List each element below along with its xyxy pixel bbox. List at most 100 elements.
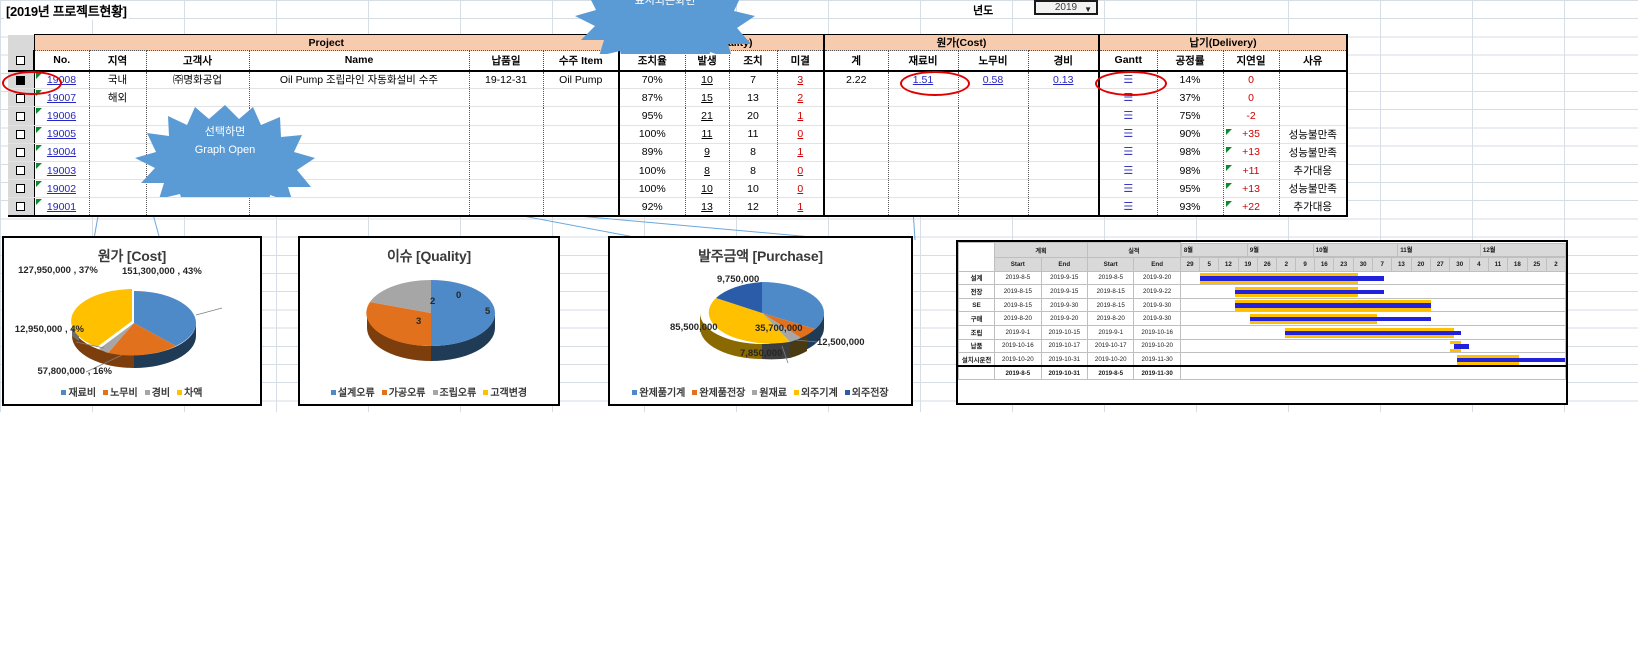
cell-material-cost[interactable] (887, 125, 959, 144)
cell-labor-cost[interactable] (957, 143, 1029, 162)
gantt-icon[interactable]: ☰ (1123, 200, 1134, 213)
cell-expense[interactable] (1027, 179, 1100, 199)
cell-open-issues[interactable]: 2 (776, 88, 825, 108)
col-header-region[interactable]: 지역 (88, 50, 147, 72)
col-header-reason[interactable]: 사유 (1278, 50, 1348, 72)
col-header-due-date[interactable]: 납품일 (468, 50, 544, 72)
select-all-checkbox-cell[interactable] (8, 50, 35, 72)
cell-labor-cost[interactable] (957, 88, 1029, 108)
table-row[interactable]: 19003 100% 8 8 0 ☰ 98% +11 추가대응 (8, 161, 1348, 181)
cell-occurrence[interactable]: 15 (684, 88, 730, 108)
row-select-checkbox[interactable] (16, 75, 26, 85)
cell-labor-cost[interactable] (957, 106, 1029, 126)
table-row[interactable]: 19005 100% 11 11 0 ☰ 90% +35 성능불만족 (8, 125, 1348, 144)
table-row[interactable]: 19001 92% 13 12 1 ☰ 93% +22 추가대응 (8, 197, 1348, 218)
project-no-link[interactable]: 19003 (46, 164, 77, 177)
col-header-open-issues[interactable]: 미결 (776, 50, 825, 72)
row-select-cell[interactable] (8, 125, 35, 144)
project-no-link[interactable]: 19007 (46, 91, 77, 104)
project-status-table[interactable]: Project 이슈(Quality) 원가(Cost) 납기(Delivery… (8, 34, 1348, 218)
col-header-order-item[interactable]: 수주 Item (542, 50, 620, 72)
cell-labor-cost[interactable] (957, 179, 1029, 199)
gantt-icon[interactable]: ☰ (1123, 73, 1134, 86)
table-row[interactable]: 19008 국내 ㈜명화공업 Oil Pump 조립라인 자동화설비 수주 19-12-… (8, 70, 1348, 90)
cell-open-issues[interactable]: 0 (776, 179, 825, 199)
cell-no[interactable]: 19001 (33, 197, 90, 218)
cell-labor-cost[interactable] (957, 161, 1029, 181)
row-select-checkbox[interactable] (16, 129, 26, 139)
gantt-chart-panel[interactable]: 계획 실적 8월 9월 10월 11월 12월 Start End Start End … (956, 240, 1568, 405)
cell-occurrence[interactable]: 9 (684, 143, 730, 162)
row-select-cell[interactable] (8, 197, 35, 218)
cell-no[interactable]: 19005 (33, 125, 90, 144)
select-all-checkbox[interactable] (16, 55, 25, 65)
cell-occurrence[interactable]: 8 (684, 161, 730, 181)
project-no-link[interactable]: 19001 (46, 200, 77, 213)
project-no-link[interactable]: 19004 (46, 146, 77, 159)
row-select-cell[interactable] (8, 88, 35, 108)
gantt-table-body[interactable]: 설계 2019-8-5 2019-9-15 2019-8-5 2019-9-20 전장 20… (958, 270, 1566, 367)
cell-occurrence[interactable]: 13 (684, 197, 730, 218)
cell-no[interactable]: 19004 (33, 143, 90, 162)
gantt-icon[interactable]: ☰ (1123, 182, 1134, 195)
col-header-labor-cost[interactable]: 노무비 (957, 50, 1029, 72)
cell-labor-cost[interactable] (957, 197, 1029, 218)
cell-open-issues[interactable]: 0 (776, 161, 825, 181)
cell-gantt[interactable]: ☰ (1098, 197, 1158, 218)
year-dropdown[interactable]: 2019 ▼ (1034, 0, 1098, 15)
cell-expense[interactable] (1027, 88, 1100, 108)
col-header-occurrence[interactable]: 발생 (684, 50, 730, 72)
col-header-customer[interactable]: 고객사 (145, 50, 250, 72)
row-select-checkbox[interactable] (16, 111, 26, 121)
cell-labor-cost[interactable]: 0.58 (957, 70, 1029, 90)
col-header-expense[interactable]: 경비 (1027, 50, 1100, 72)
cell-material-cost[interactable] (887, 161, 959, 181)
project-no-link[interactable]: 19005 (46, 128, 77, 141)
cell-expense[interactable] (1027, 125, 1100, 144)
quality-pie-chart[interactable]: 이슈 [Quality] 5 3 2 0 설계오류 가공오류 조립오류 고객변경 (298, 236, 560, 406)
cell-no[interactable]: 19002 (33, 179, 90, 199)
cell-material-cost[interactable] (887, 88, 959, 108)
project-no-link[interactable]: 19008 (46, 73, 77, 86)
row-select-checkbox[interactable] (16, 148, 26, 158)
col-header-gantt[interactable]: Gantt (1098, 50, 1158, 72)
row-select-cell[interactable] (8, 161, 35, 181)
cell-open-issues[interactable]: 0 (776, 125, 825, 144)
row-select-cell[interactable] (8, 106, 35, 126)
cell-material-cost[interactable] (887, 179, 959, 199)
row-select-cell[interactable] (8, 70, 35, 90)
cell-gantt[interactable]: ☰ (1098, 106, 1158, 126)
row-select-checkbox[interactable] (16, 202, 26, 212)
gantt-icon[interactable]: ☰ (1123, 91, 1134, 104)
col-header-action[interactable]: 조치 (728, 50, 778, 72)
cell-expense[interactable]: 0.13 (1027, 70, 1100, 90)
cell-gantt[interactable]: ☰ (1098, 179, 1158, 199)
col-header-material-cost[interactable]: 재료비 (887, 50, 959, 72)
row-select-cell[interactable] (8, 179, 35, 199)
gantt-icon[interactable]: ☰ (1123, 164, 1134, 177)
gantt-icon[interactable]: ☰ (1123, 146, 1134, 159)
cell-occurrence[interactable]: 10 (684, 70, 730, 90)
purchase-pie-chart[interactable]: 발주금액 [Purchase] 35,700,000 12,500,000 7,… (608, 236, 913, 406)
cell-gantt[interactable]: ☰ (1098, 88, 1158, 108)
cost-pie-chart[interactable]: 원가 [Cost] 151,300,000 , 43% 57,800,000 ,… (2, 236, 262, 406)
project-no-link[interactable]: 19002 (46, 182, 77, 195)
cell-material-cost[interactable] (887, 106, 959, 126)
cell-material-cost[interactable] (887, 197, 959, 218)
cell-no[interactable]: 19006 (33, 106, 90, 126)
gantt-icon[interactable]: ☰ (1123, 109, 1134, 122)
cell-material-cost[interactable]: 1.51 (887, 70, 959, 90)
col-header-name[interactable]: Name (248, 50, 470, 72)
cell-no[interactable]: 19007 (33, 88, 90, 108)
col-header-delay-days[interactable]: 지연일 (1222, 50, 1280, 72)
cell-gantt[interactable]: ☰ (1098, 143, 1158, 162)
cell-open-issues[interactable]: 1 (776, 143, 825, 162)
cell-no[interactable]: 19008 (33, 70, 90, 90)
row-select-checkbox[interactable] (16, 184, 26, 194)
col-header-progress[interactable]: 공정률 (1156, 50, 1224, 72)
cell-gantt[interactable]: ☰ (1098, 125, 1158, 144)
table-row[interactable]: 19007 해외 87% 15 13 2 ☰ 37% 0 (8, 88, 1348, 108)
row-select-cell[interactable] (8, 143, 35, 162)
cell-open-issues[interactable]: 1 (776, 106, 825, 126)
cell-occurrence[interactable]: 21 (684, 106, 730, 126)
